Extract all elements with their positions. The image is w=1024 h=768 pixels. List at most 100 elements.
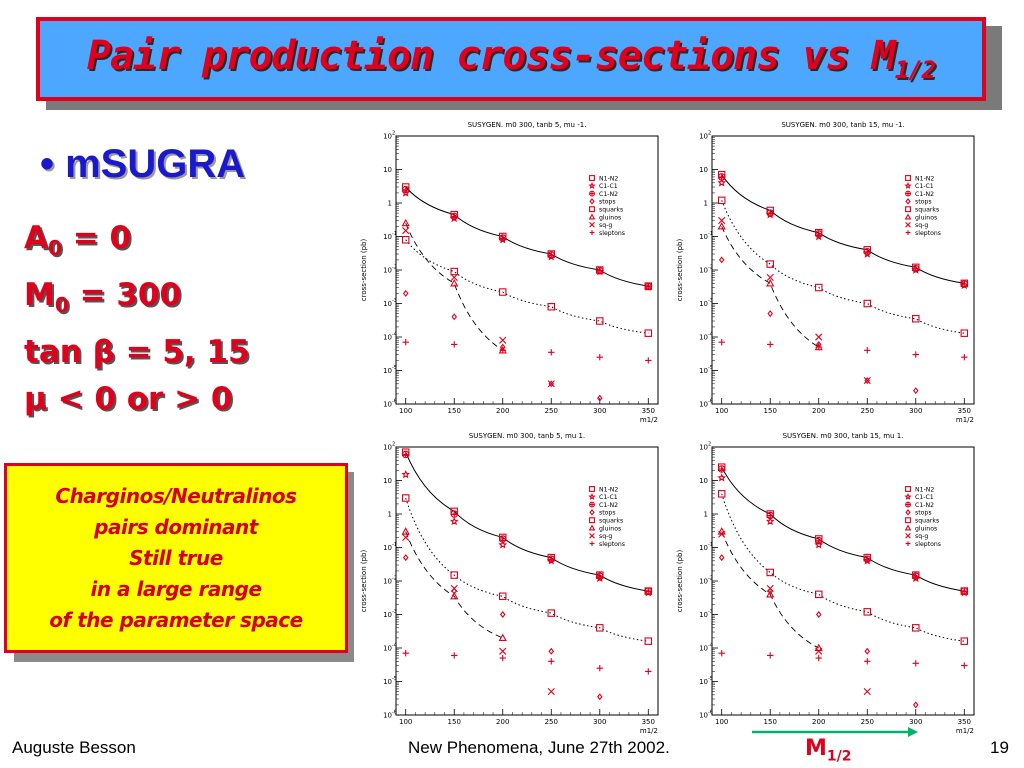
- y-tick-label: 10: [699, 678, 708, 686]
- y-tick-label: 1: [388, 511, 392, 519]
- chart-title: SUSYGEN. m0 300, tanb 15, mu 1.: [783, 432, 904, 440]
- chart-title: SUSYGEN. m0 300, tanb 15, mu -1.: [781, 121, 904, 129]
- footer-page-number: 19: [990, 738, 1009, 757]
- note-box: Charginos/Neutralinos pairs dominant Sti…: [4, 463, 348, 653]
- legend-label: stops: [599, 199, 616, 206]
- title-banner: Pair production cross-sections vs M1/2: [36, 17, 986, 101]
- legend: [588, 175, 596, 235]
- series-stops: [718, 554, 919, 709]
- param-m0: M0 = 300: [24, 277, 182, 318]
- data-point: [864, 647, 871, 655]
- x-tick-label: 100: [399, 718, 412, 726]
- data-point: [450, 591, 459, 600]
- data-point: [814, 283, 823, 292]
- series-squarks: [717, 196, 969, 337]
- series-stops: [402, 289, 603, 402]
- series-stops: [718, 256, 919, 395]
- y-tick-label: 10: [383, 544, 392, 552]
- data-point: [547, 251, 556, 259]
- data-point: [451, 313, 458, 321]
- data-point: [596, 572, 604, 580]
- y-tick-label: 10: [699, 133, 708, 141]
- axis-arrow-icon: [752, 727, 918, 737]
- note-line: pairs dominant: [94, 514, 258, 539]
- series-sq-g: [402, 533, 555, 696]
- data-point: [498, 592, 507, 601]
- legend-marker: [905, 190, 911, 197]
- y-tick-exponent: -4: [392, 332, 397, 338]
- parameter-list: A0 = 0 M0 = 300 tan β = 5, 15 μ < 0 or >…: [24, 215, 250, 423]
- y-tick-exponent: -5: [392, 365, 397, 371]
- data-point: [863, 608, 872, 616]
- data-point: [498, 633, 507, 642]
- y-tick-exponent: 2: [708, 442, 711, 448]
- data-point: [450, 212, 458, 221]
- y-tick-label: 10: [699, 645, 708, 653]
- data-point: [766, 273, 774, 282]
- data-point: [401, 235, 410, 244]
- legend-label: C1-N2: [915, 191, 934, 198]
- data-point: [766, 278, 775, 287]
- data-point: [451, 652, 458, 659]
- legend-marker: [588, 181, 596, 189]
- x-tick-label: 300: [909, 718, 922, 726]
- x-tick-label: 100: [399, 407, 412, 415]
- y-tick-label: 10: [383, 678, 392, 686]
- data-point: [815, 654, 822, 662]
- legend-label: C1-N2: [599, 502, 618, 509]
- y-tick-label: 10: [699, 401, 708, 409]
- y-tick-label: 10: [699, 444, 708, 452]
- x-tick-label: 150: [764, 407, 777, 415]
- series-stops: [402, 554, 603, 701]
- legend-marker: [905, 501, 911, 508]
- legend-marker: [905, 175, 911, 181]
- y-tick-label: 1: [388, 200, 392, 208]
- data-point: [401, 450, 410, 459]
- x-tick-label: 150: [764, 718, 777, 726]
- slide-title-main: Pair production cross-sections vs M: [86, 33, 896, 79]
- data-point: [596, 693, 603, 701]
- data-point: [596, 317, 604, 325]
- legend-marker: [905, 486, 911, 492]
- legend-label: stops: [915, 199, 932, 206]
- x-tick-label: 250: [861, 718, 874, 726]
- data-point: [814, 590, 823, 599]
- legend-label: gluinos: [915, 525, 937, 532]
- data-point: [498, 535, 507, 543]
- data-point: [401, 469, 411, 479]
- legend-label: sq-g: [915, 222, 928, 229]
- x-tick-label: 100: [715, 718, 728, 726]
- chart-panel-3: SUSYGEN. m0 300, tanb 5, mu 1.10-610-510…: [354, 427, 670, 735]
- y-tick-label: 1: [704, 511, 708, 519]
- data-point: [499, 336, 507, 344]
- y-tick-exponent: -6: [392, 710, 397, 716]
- legend-marker: [905, 206, 911, 213]
- data-point: [547, 555, 556, 563]
- legend-label: C1-C1: [915, 183, 934, 190]
- x-tick-label: 350: [958, 718, 971, 726]
- data-point: [596, 394, 603, 402]
- plot-frame: [395, 446, 659, 716]
- y-tick-label: 10: [383, 367, 392, 375]
- x-tick-label: 100: [715, 407, 728, 415]
- data-point: [498, 540, 508, 549]
- y-tick-label: 10: [699, 233, 708, 241]
- data-point: [718, 649, 725, 657]
- data-point: [960, 637, 969, 645]
- data-point: [863, 248, 872, 256]
- y-tick-exponent: -6: [708, 399, 713, 405]
- legend-label: squarks: [599, 207, 623, 214]
- data-point: [401, 527, 410, 535]
- y-tick-exponent: -3: [708, 298, 713, 304]
- legend-marker: [905, 198, 911, 205]
- data-point: [961, 662, 968, 669]
- chart-panel-1: SUSYGEN. m0 300, tanb 5, mu -1.10 -610 -51…: [354, 116, 670, 424]
- series-sleptons: [402, 338, 652, 364]
- legend-marker: [904, 524, 912, 531]
- data-point: [547, 380, 555, 388]
- data-point: [961, 353, 968, 361]
- y-tick-label: 10: [699, 166, 708, 174]
- data-point: [864, 347, 871, 354]
- legend-marker: [589, 198, 595, 205]
- legend-marker: [589, 230, 595, 235]
